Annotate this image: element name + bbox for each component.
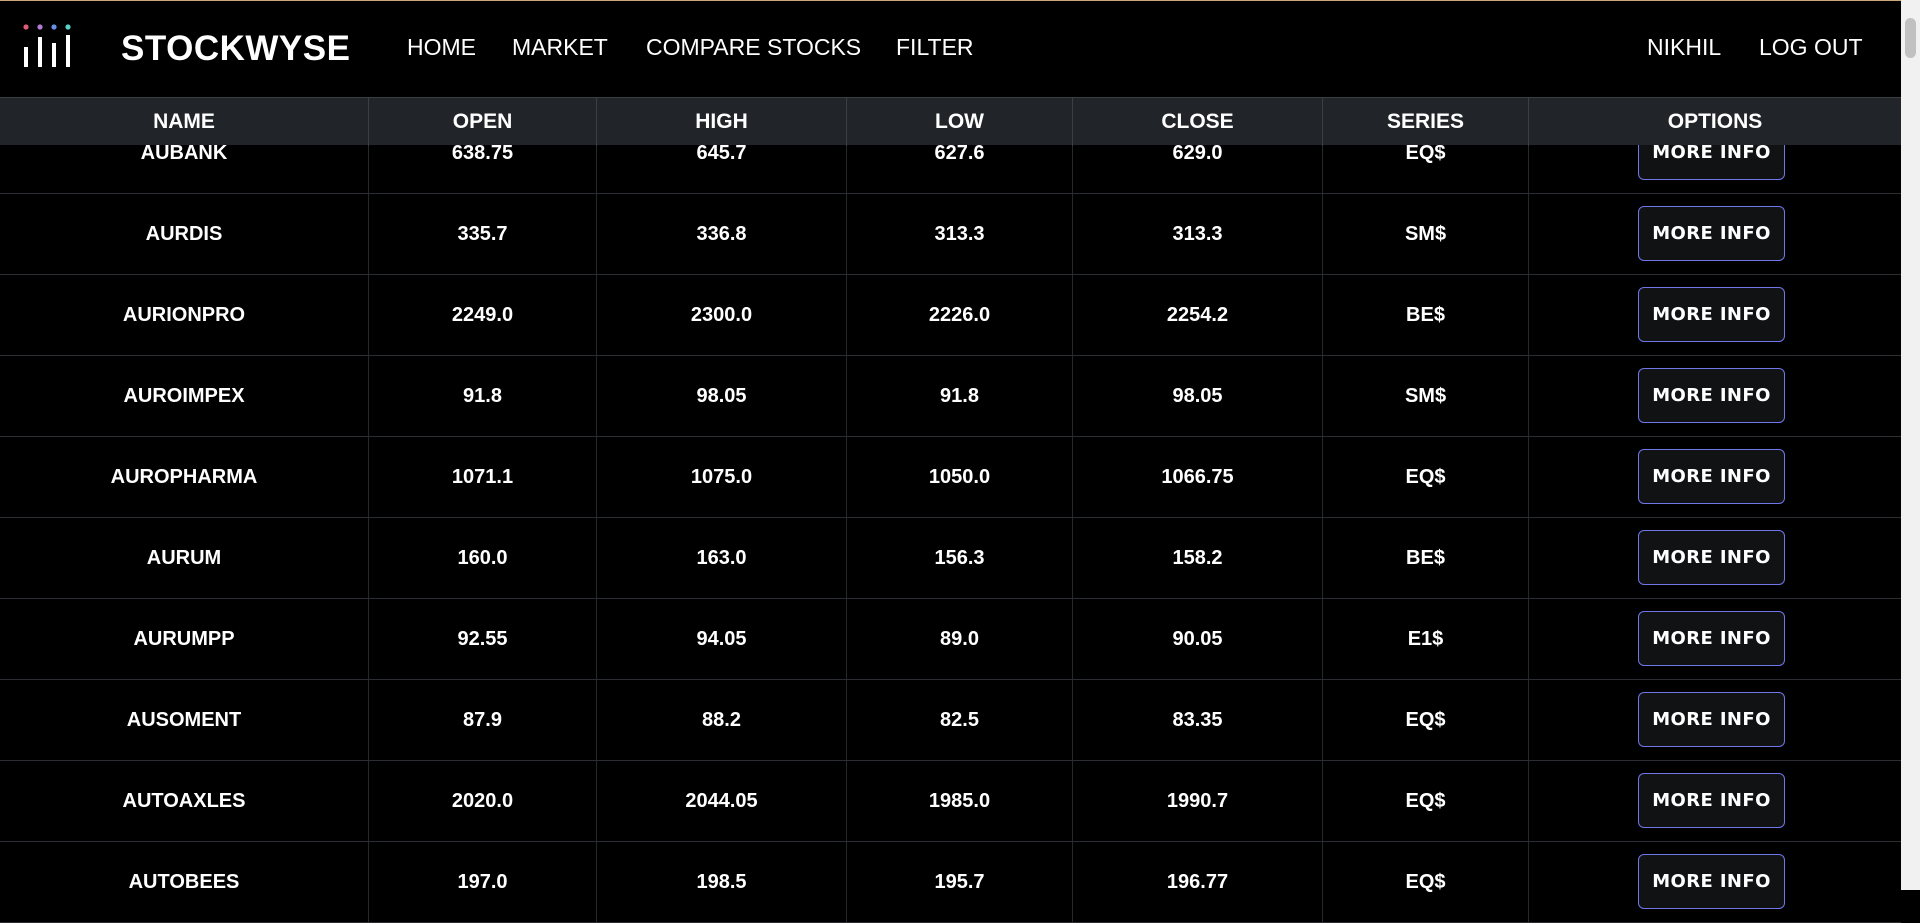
cell-name: AURUM xyxy=(0,518,369,598)
header-name[interactable]: NAME xyxy=(0,98,369,146)
cell-close: 2254.2 xyxy=(1073,275,1323,355)
table-row: AURDIS 335.7 336.8 313.3 313.3 SM$ MORE INFO xyxy=(0,194,1901,275)
cell-low: 89.0 xyxy=(847,599,1073,679)
more-info-button[interactable]: MORE INFO xyxy=(1638,287,1785,342)
header-close[interactable]: CLOSE xyxy=(1073,98,1323,146)
cell-name: AUROPHARMA xyxy=(0,437,369,517)
cell-open: 2249.0 xyxy=(369,275,597,355)
table-row: AUTOAXLES 2020.0 2044.05 1985.0 1990.7 EQ$ MOR… xyxy=(0,761,1901,842)
cell-open: 197.0 xyxy=(369,842,597,922)
cell-series: EQ$ xyxy=(1323,842,1529,922)
cell-name: AURDIS xyxy=(0,194,369,274)
cell-name: AURUMPP xyxy=(0,599,369,679)
more-info-button[interactable]: MORE INFO xyxy=(1638,611,1785,666)
navbar: STOCKWYSE HOME MARKET COMPARE STOCKS FIL… xyxy=(0,1,1901,97)
cell-close: 313.3 xyxy=(1073,194,1323,274)
more-info-button[interactable]: MORE INFO xyxy=(1638,530,1785,585)
cell-open: 87.9 xyxy=(369,680,597,760)
cell-low: 313.3 xyxy=(847,194,1073,274)
cell-close: 90.05 xyxy=(1073,599,1323,679)
table-row: AURIONPRO 2249.0 2300.0 2226.0 2254.2 BE$ MORE… xyxy=(0,275,1901,356)
more-info-button[interactable]: MORE INFO xyxy=(1638,368,1785,423)
cell-series: BE$ xyxy=(1323,518,1529,598)
cell-close: 1990.7 xyxy=(1073,761,1323,841)
cell-low: 82.5 xyxy=(847,680,1073,760)
cell-name: AURIONPRO xyxy=(0,275,369,355)
cell-low: 1050.0 xyxy=(847,437,1073,517)
cell-name: AUTOAXLES xyxy=(0,761,369,841)
cell-open: 91.8 xyxy=(369,356,597,436)
cell-name: AUSOMENT xyxy=(0,680,369,760)
brand-name[interactable]: STOCKWYSE xyxy=(121,29,351,68)
cell-name: AUBANK xyxy=(0,113,369,193)
cell-low: 195.7 xyxy=(847,842,1073,922)
cell-series: SM$ xyxy=(1323,356,1529,436)
cell-high: 94.05 xyxy=(597,599,847,679)
header-high[interactable]: HIGH xyxy=(597,98,847,146)
logo-icon[interactable] xyxy=(22,21,74,69)
cell-series: EQ$ xyxy=(1323,680,1529,760)
cell-low: 1985.0 xyxy=(847,761,1073,841)
cell-series: SM$ xyxy=(1323,194,1529,274)
cell-high: 2300.0 xyxy=(597,275,847,355)
cell-low: 627.6 xyxy=(847,113,1073,193)
cell-high: 88.2 xyxy=(597,680,847,760)
nav-logout[interactable]: LOG OUT xyxy=(1759,34,1863,60)
cell-close: 1066.75 xyxy=(1073,437,1323,517)
header-low[interactable]: LOW xyxy=(847,98,1073,146)
more-info-button[interactable]: MORE INFO xyxy=(1638,854,1785,909)
header-open[interactable]: OPEN xyxy=(369,98,597,146)
nav-user[interactable]: NIKHIL xyxy=(1647,34,1722,60)
cell-high: 1075.0 xyxy=(597,437,847,517)
cell-close: 98.05 xyxy=(1073,356,1323,436)
cell-close: 629.0 xyxy=(1073,113,1323,193)
nav-market[interactable]: MARKET xyxy=(512,34,608,60)
cell-low: 2226.0 xyxy=(847,275,1073,355)
cell-close: 196.77 xyxy=(1073,842,1323,922)
scrollbar-thumb[interactable] xyxy=(1905,18,1916,58)
more-info-button[interactable]: MORE INFO xyxy=(1638,773,1785,828)
cell-high: 336.8 xyxy=(597,194,847,274)
cell-open: 92.55 xyxy=(369,599,597,679)
more-info-button[interactable]: MORE INFO xyxy=(1638,449,1785,504)
cell-high: 198.5 xyxy=(597,842,847,922)
table-row: AUROIMPEX 91.8 98.05 91.8 98.05 SM$ MORE INFO xyxy=(0,356,1901,437)
cell-close: 158.2 xyxy=(1073,518,1323,598)
cell-open: 335.7 xyxy=(369,194,597,274)
cell-close: 83.35 xyxy=(1073,680,1323,760)
table-row: AURUMPP 92.55 94.05 89.0 90.05 E1$ MORE INFO xyxy=(0,599,1901,680)
cell-low: 91.8 xyxy=(847,356,1073,436)
table-row: AUSOMENT 87.9 88.2 82.5 83.35 EQ$ MORE INFO xyxy=(0,680,1901,761)
nav-compare-stocks[interactable]: COMPARE STOCKS xyxy=(646,34,862,60)
stocks-table-body: AUBANK 638.75 645.7 627.6 629.0 EQ$ MORE INFO A… xyxy=(0,113,1901,923)
table-row: AUTOBEES 197.0 198.5 195.7 196.77 EQ$ MORE INF… xyxy=(0,842,1901,923)
top-accent-line xyxy=(0,0,1901,1)
header-options: OPTIONS xyxy=(1667,110,1763,133)
table-header: NAME OPEN HIGH LOW CLOSE SERIES OPTIONS xyxy=(0,97,1901,146)
cell-open: 2020.0 xyxy=(369,761,597,841)
table-row: AURUM 160.0 163.0 156.3 158.2 BE$ MORE INFO xyxy=(0,518,1901,599)
cell-series: EQ$ xyxy=(1323,437,1529,517)
more-info-button[interactable]: MORE INFO xyxy=(1638,692,1785,747)
more-info-button[interactable]: MORE INFO xyxy=(1638,206,1785,261)
nav-filter[interactable]: FILTER xyxy=(896,34,974,60)
cell-high: 645.7 xyxy=(597,113,847,193)
cell-series: EQ$ xyxy=(1323,113,1529,193)
nav-home[interactable]: HOME xyxy=(407,34,476,60)
cell-open: 1071.1 xyxy=(369,437,597,517)
cell-name: AUROIMPEX xyxy=(0,356,369,436)
cell-open: 160.0 xyxy=(369,518,597,598)
cell-high: 163.0 xyxy=(597,518,847,598)
cell-open: 638.75 xyxy=(369,113,597,193)
table-row: AUROPHARMA 1071.1 1075.0 1050.0 1066.75 EQ$ MO… xyxy=(0,437,1901,518)
cell-high: 2044.05 xyxy=(597,761,847,841)
cell-name: AUTOBEES xyxy=(0,842,369,922)
cell-low: 156.3 xyxy=(847,518,1073,598)
header-series[interactable]: SERIES xyxy=(1323,98,1529,146)
cell-high: 98.05 xyxy=(597,356,847,436)
cell-series: E1$ xyxy=(1323,599,1529,679)
cell-series: EQ$ xyxy=(1323,761,1529,841)
page-scrollbar[interactable] xyxy=(1901,0,1920,890)
cell-series: BE$ xyxy=(1323,275,1529,355)
